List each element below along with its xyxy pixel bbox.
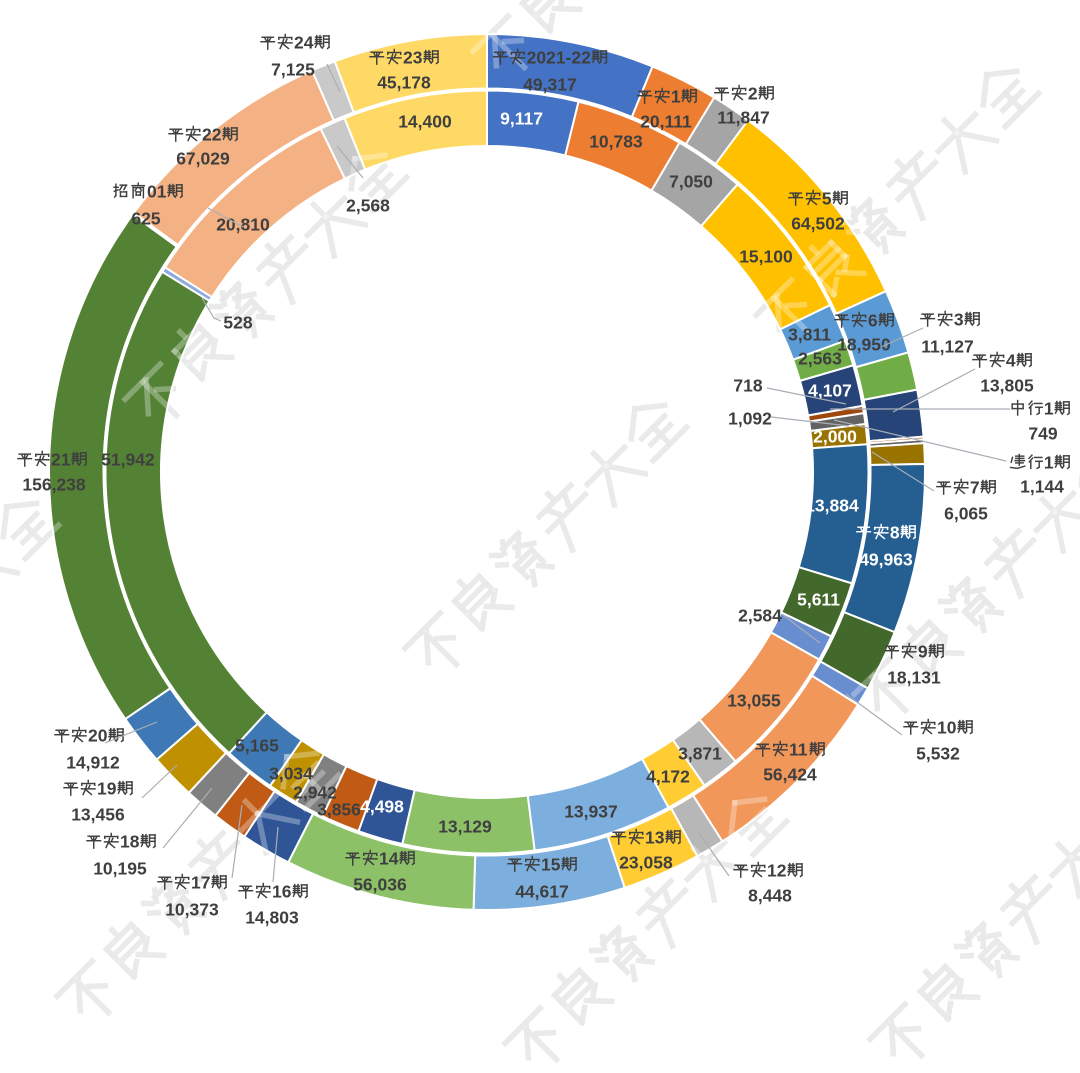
svg-text:625: 625 — [131, 208, 160, 228]
svg-text:5: 5 — [822, 188, 832, 208]
svg-text:44,617: 44,617 — [515, 881, 569, 901]
svg-text:13: 13 — [645, 827, 665, 847]
svg-text:10,195: 10,195 — [93, 858, 147, 878]
svg-text:14: 14 — [379, 848, 399, 868]
svg-text:3,034: 3,034 — [269, 763, 313, 783]
svg-text:10,373: 10,373 — [165, 899, 219, 919]
svg-text:156,238: 156,238 — [22, 474, 86, 494]
svg-text:3: 3 — [954, 309, 964, 329]
svg-text:18: 18 — [120, 831, 140, 851]
svg-text:10,783: 10,783 — [589, 131, 643, 151]
svg-text:18,950: 18,950 — [837, 334, 891, 354]
svg-text:18,131: 18,131 — [887, 667, 941, 687]
svg-text:749: 749 — [1028, 423, 1057, 443]
svg-text:2,563: 2,563 — [798, 348, 842, 368]
svg-text:4,498: 4,498 — [360, 796, 404, 816]
svg-text:8,448: 8,448 — [748, 885, 792, 905]
svg-text:49,963: 49,963 — [859, 549, 913, 569]
svg-text:3,871: 3,871 — [678, 743, 722, 763]
svg-text:4: 4 — [1006, 350, 1016, 370]
svg-text:2: 2 — [748, 83, 758, 103]
svg-text:16: 16 — [272, 881, 292, 901]
svg-text:9,117: 9,117 — [500, 108, 543, 128]
svg-text:1: 1 — [671, 86, 681, 106]
svg-text:3,811: 3,811 — [788, 324, 831, 344]
svg-text:56,036: 56,036 — [353, 874, 407, 894]
svg-text:15,100: 15,100 — [739, 246, 793, 266]
svg-text:9: 9 — [918, 641, 928, 661]
svg-text:2,000: 2,000 — [813, 426, 857, 446]
svg-text:23,058: 23,058 — [619, 852, 673, 872]
svg-text:4,172: 4,172 — [646, 766, 690, 786]
svg-text:2021-22: 2021-22 — [527, 47, 591, 67]
svg-text:24: 24 — [294, 32, 314, 52]
svg-text:7,125: 7,125 — [271, 59, 315, 79]
svg-text:13,937: 13,937 — [564, 801, 618, 821]
svg-text:13,884: 13,884 — [805, 495, 859, 515]
svg-text:17: 17 — [191, 872, 210, 892]
svg-text:45,178: 45,178 — [377, 72, 431, 92]
svg-text:11: 11 — [789, 739, 808, 759]
svg-text:5,532: 5,532 — [916, 743, 960, 763]
svg-text:01: 01 — [147, 181, 167, 201]
svg-text:4,107: 4,107 — [808, 380, 852, 400]
svg-text:5,611: 5,611 — [797, 589, 840, 609]
svg-text:7: 7 — [970, 477, 980, 497]
svg-text:1: 1 — [1044, 398, 1054, 418]
svg-text:14,912: 14,912 — [66, 752, 120, 772]
svg-text:1: 1 — [1044, 452, 1054, 472]
svg-text:6,065: 6,065 — [944, 503, 988, 523]
svg-text:11,127: 11,127 — [921, 336, 974, 356]
svg-text:7,050: 7,050 — [669, 171, 713, 191]
svg-text:49,317: 49,317 — [523, 74, 577, 94]
svg-text:5,165: 5,165 — [235, 735, 279, 755]
svg-text:2,568: 2,568 — [346, 195, 390, 215]
svg-text:12: 12 — [767, 860, 787, 880]
svg-text:11,847: 11,847 — [717, 107, 770, 127]
svg-text:718: 718 — [733, 375, 762, 395]
svg-text:13,129: 13,129 — [438, 816, 492, 836]
svg-text:1,092: 1,092 — [728, 408, 772, 428]
svg-text:20,111: 20,111 — [640, 111, 692, 131]
svg-text:13,456: 13,456 — [71, 804, 125, 824]
svg-text:6: 6 — [868, 310, 878, 330]
svg-text:23: 23 — [403, 47, 423, 67]
svg-text:51,942: 51,942 — [101, 449, 155, 469]
svg-text:19: 19 — [97, 778, 117, 798]
svg-text:10: 10 — [937, 717, 957, 737]
svg-text:2,584: 2,584 — [738, 605, 782, 625]
svg-text:56,424: 56,424 — [763, 764, 817, 784]
svg-text:8: 8 — [890, 522, 900, 542]
svg-text:2,942: 2,942 — [293, 782, 337, 802]
svg-text:21: 21 — [51, 449, 71, 469]
svg-text:1,144: 1,144 — [1020, 476, 1064, 496]
svg-text:3,856: 3,856 — [317, 799, 361, 819]
svg-text:14,803: 14,803 — [245, 907, 299, 927]
svg-text:15: 15 — [541, 854, 561, 874]
svg-text:13,055: 13,055 — [727, 690, 781, 710]
svg-text:20: 20 — [88, 725, 108, 745]
svg-text:13,805: 13,805 — [980, 375, 1034, 395]
svg-text:22: 22 — [202, 124, 222, 144]
svg-text:528: 528 — [223, 312, 252, 332]
svg-text:64,502: 64,502 — [791, 213, 845, 233]
svg-text:67,029: 67,029 — [176, 148, 230, 168]
svg-text:14,400: 14,400 — [398, 111, 452, 131]
